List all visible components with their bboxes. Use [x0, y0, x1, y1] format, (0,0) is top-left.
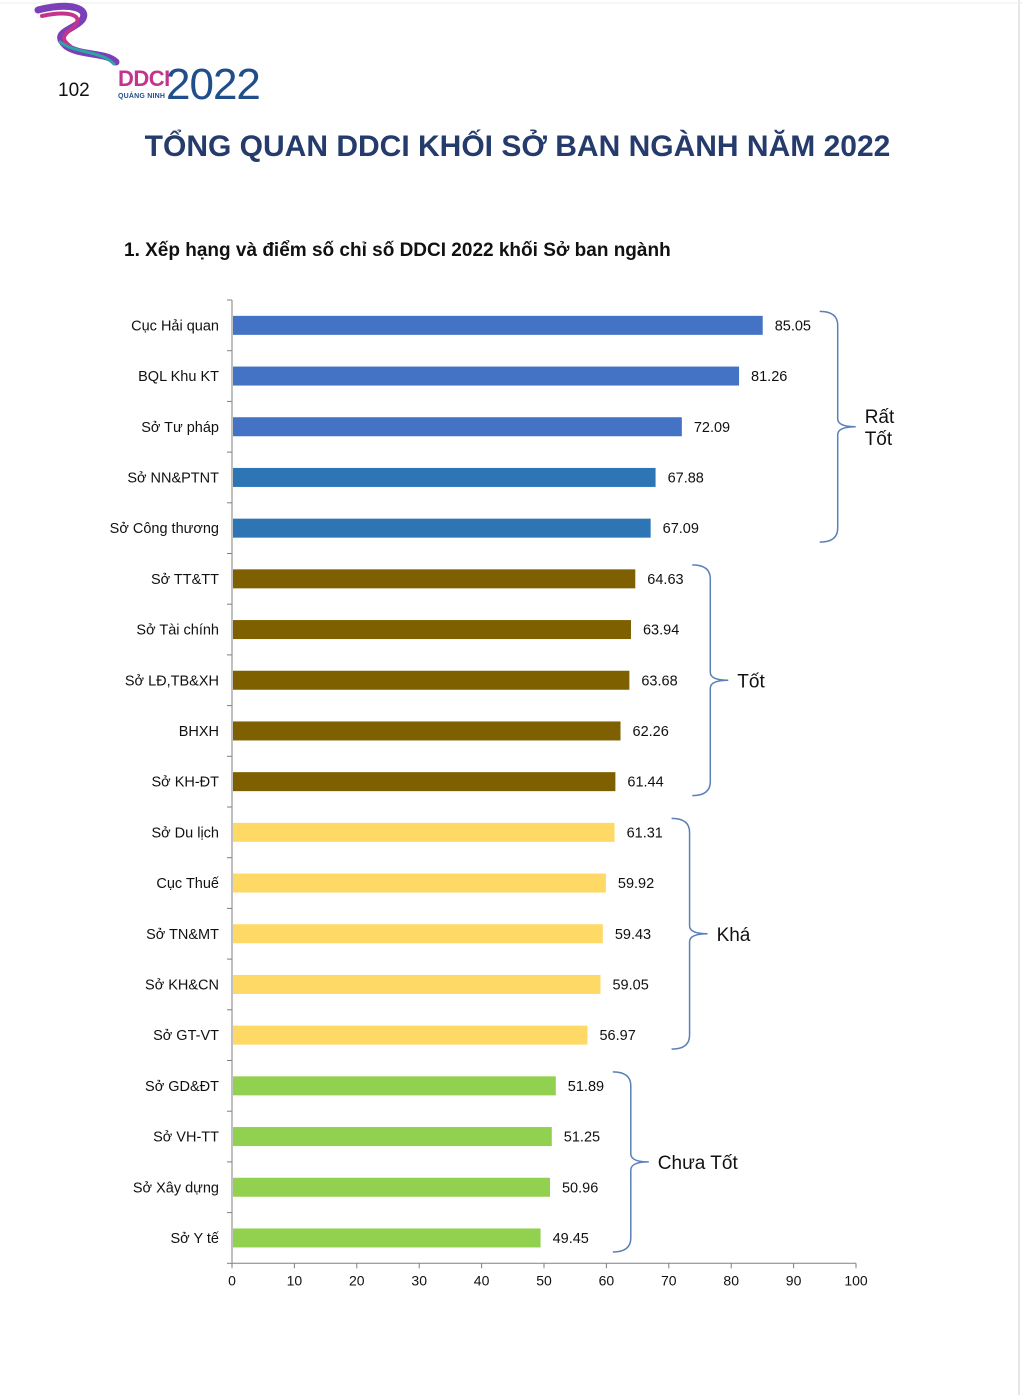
value-label: 59.92 — [618, 876, 654, 892]
category-label: Cục Thuế — [156, 876, 219, 892]
value-label: 59.43 — [615, 927, 651, 943]
group-label: Tốt — [865, 429, 893, 450]
category-label: Sở KH&CN — [145, 977, 219, 993]
x-tick-label: 100 — [844, 1272, 868, 1288]
category-label: BQL Khu KT — [138, 369, 219, 385]
logo-year: 2022 — [166, 60, 261, 109]
value-label: 81.26 — [751, 369, 787, 385]
category-label: Sở Xây dựng — [133, 1180, 219, 1196]
value-label: 61.31 — [627, 825, 663, 841]
bar — [233, 974, 601, 994]
value-label: 59.05 — [612, 977, 648, 993]
category-label: Sở KH-ĐT — [151, 775, 219, 791]
value-label: 85.05 — [775, 318, 811, 334]
bar — [233, 670, 630, 690]
value-label: 61.44 — [627, 775, 663, 791]
category-label: Sở Công thương — [110, 521, 219, 537]
x-tick-label: 50 — [536, 1272, 552, 1288]
bar — [233, 569, 636, 589]
bar — [233, 1127, 552, 1147]
value-label: 64.63 — [647, 572, 683, 588]
group-label: Rất — [865, 407, 895, 428]
category-label: Sở VH-TT — [153, 1130, 219, 1146]
bar — [233, 417, 682, 437]
x-tick-label: 0 — [228, 1272, 236, 1288]
page-number: 102 — [58, 80, 90, 101]
page-title: TỔNG QUAN DDCI KHỐI SỞ BAN NGÀNH NĂM 202… — [144, 130, 891, 163]
category-label: Sở Du lịch — [151, 825, 219, 841]
logo-subtitle: QUẢNG NINH — [118, 93, 166, 100]
value-label: 63.68 — [641, 673, 677, 689]
value-label: 56.97 — [599, 1028, 635, 1044]
bar — [233, 1076, 556, 1096]
category-label: Sở Tư pháp — [141, 420, 219, 436]
bar — [233, 1025, 588, 1045]
bar — [233, 467, 656, 487]
x-tick-label: 20 — [349, 1272, 365, 1288]
category-label: Sở Tài chính — [136, 623, 219, 639]
bar — [233, 1228, 541, 1248]
category-label: Cục Hải quan — [131, 318, 219, 334]
group-bracket — [612, 1071, 649, 1253]
bar — [233, 772, 616, 792]
value-label: 51.25 — [564, 1130, 600, 1146]
bar — [233, 366, 740, 386]
logo-brand: DDCI — [118, 66, 170, 91]
category-label: Sở TT&TT — [151, 572, 219, 588]
x-tick-label: 40 — [474, 1272, 490, 1288]
category-label: Sở LĐ,TB&XH — [125, 673, 219, 689]
group-label: Chưa Tốt — [658, 1153, 739, 1174]
section-heading: 1. Xếp hạng và điểm số chỉ số DDCI 2022 … — [124, 240, 671, 261]
group-bracket — [819, 310, 856, 543]
group-bracket — [692, 564, 729, 797]
bar — [233, 873, 606, 893]
value-label: 72.09 — [694, 420, 730, 436]
bar — [233, 822, 615, 842]
value-label: 67.09 — [663, 521, 699, 537]
bar — [233, 620, 631, 640]
category-label: BHXH — [179, 724, 219, 740]
bar — [233, 315, 763, 335]
group-label: Khá — [717, 925, 751, 946]
x-tick-label: 80 — [723, 1272, 739, 1288]
category-label: Sở GD&ĐT — [145, 1079, 219, 1095]
x-tick-label: 30 — [411, 1272, 427, 1288]
value-label: 67.88 — [668, 470, 704, 486]
value-label: 51.89 — [568, 1079, 604, 1095]
value-label: 50.96 — [562, 1180, 598, 1196]
x-tick-label: 10 — [287, 1272, 303, 1288]
bar — [233, 518, 651, 538]
value-label: 62.26 — [633, 724, 669, 740]
bar — [233, 924, 603, 944]
category-label: Sở TN&MT — [146, 927, 219, 943]
group-bracket — [671, 817, 708, 1050]
category-label: Sở GT-VT — [153, 1028, 219, 1044]
category-label: Sở Y tế — [171, 1231, 219, 1247]
value-label: 63.94 — [643, 623, 679, 639]
x-tick-label: 90 — [786, 1272, 802, 1288]
logo-ribbon-icon — [34, 2, 120, 66]
value-label: 49.45 — [553, 1231, 589, 1247]
group-label: Tốt — [737, 671, 765, 692]
bar — [233, 1177, 550, 1197]
x-tick-label: 60 — [599, 1272, 615, 1288]
bar — [233, 721, 621, 741]
x-tick-label: 70 — [661, 1272, 677, 1288]
category-label: Sở NN&PTNT — [127, 470, 219, 486]
